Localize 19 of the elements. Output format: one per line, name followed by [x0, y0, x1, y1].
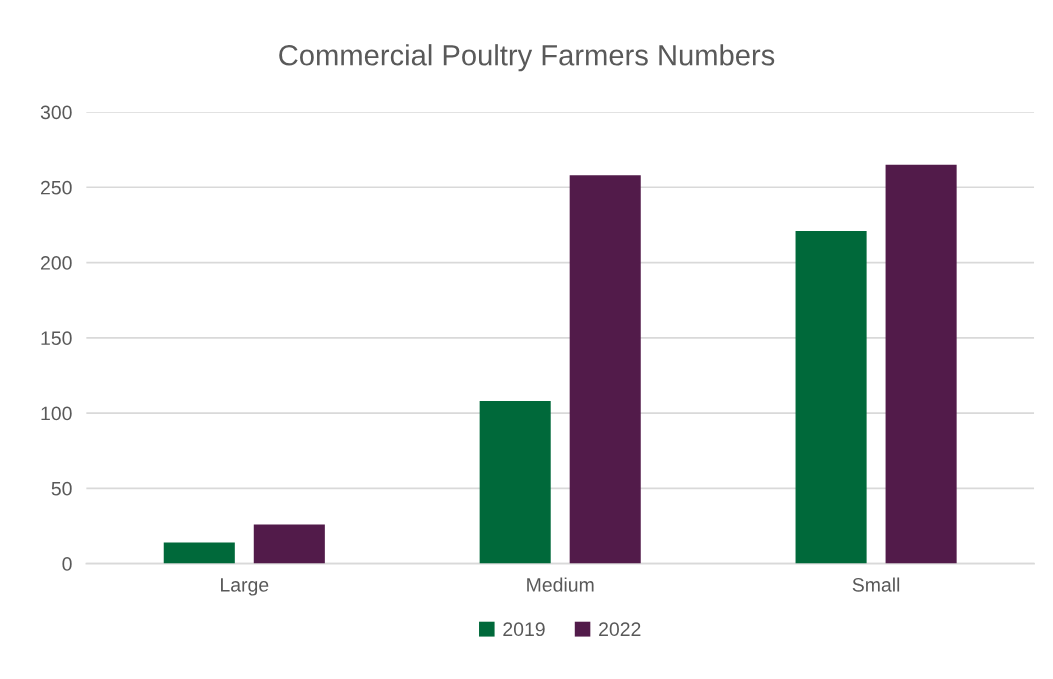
y-tick-label: 300 [40, 105, 72, 120]
bar [479, 401, 551, 564]
legend-label: 2022 [599, 622, 641, 637]
bar [253, 524, 325, 564]
x-tick-label: Medium [527, 577, 594, 592]
y-tick-label: 200 [41, 256, 72, 270]
bar [163, 542, 235, 564]
legend-label: 2019 [503, 622, 545, 637]
bar [569, 175, 641, 564]
y-tick-label: 0 [62, 557, 72, 571]
bar [885, 164, 957, 564]
x-tick-label: Large [221, 578, 269, 596]
y-tick-label: 100 [41, 406, 72, 421]
x-tick-label: Small [852, 577, 900, 592]
y-tick-label: 150 [41, 331, 72, 346]
y-tick-label: 50 [51, 481, 72, 496]
y-tick-label: 250 [41, 180, 72, 195]
bar [795, 230, 867, 564]
chart-title: Commercial Poultry Farmers Numbers [279, 44, 775, 72]
